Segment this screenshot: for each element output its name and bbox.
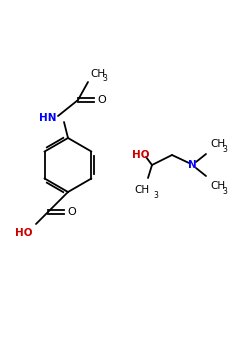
Text: 3: 3 [153,191,158,200]
Text: N: N [188,160,196,170]
Text: CH: CH [210,181,225,191]
Text: 3: 3 [222,187,227,196]
Text: CH: CH [134,185,150,195]
Text: CH: CH [90,69,105,79]
Text: CH: CH [210,139,225,149]
Text: HN: HN [38,113,56,123]
Text: HO: HO [132,150,150,160]
Text: 3: 3 [102,74,107,83]
Text: O: O [97,95,106,105]
Text: 3: 3 [222,145,227,154]
Text: HO: HO [14,228,32,238]
Text: O: O [67,207,76,217]
